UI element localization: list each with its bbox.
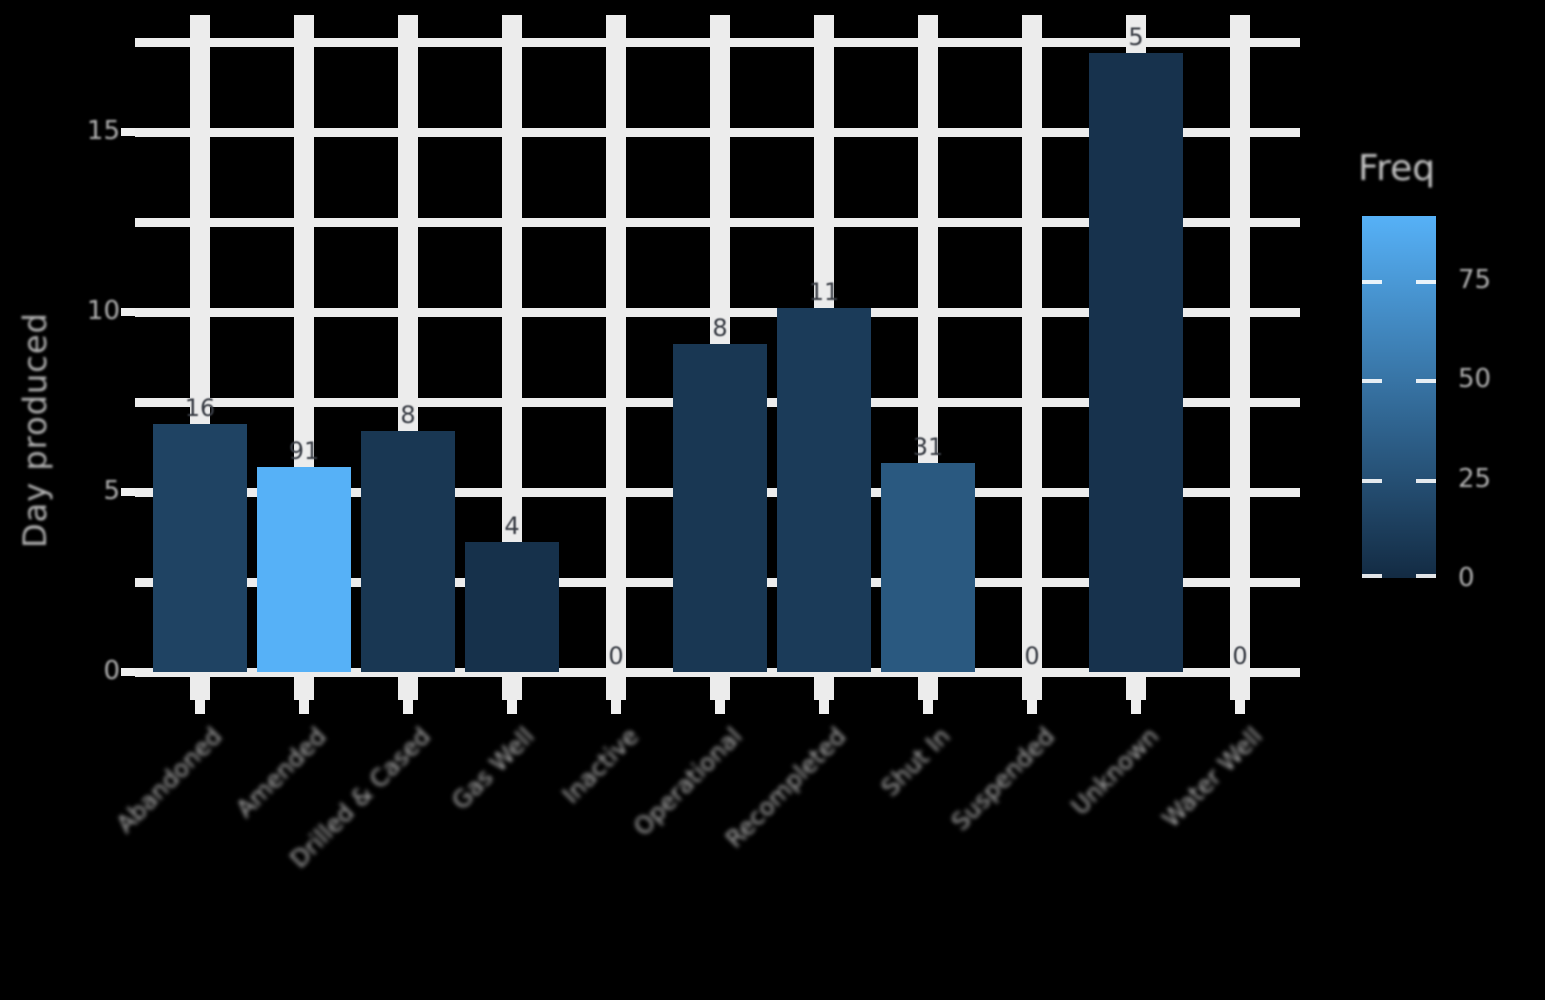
colorbar-tick-left [1362,379,1382,384]
x-axis-tick [1027,700,1037,714]
bar [361,430,455,672]
y-axis-tick [121,128,135,136]
grid-line-vertical [606,15,626,700]
x-axis-tick [195,700,205,714]
bar-value-label: 8 [400,400,416,429]
bar-value-label: 0 [1232,642,1248,670]
colorbar-tick-left [1362,478,1382,483]
bar [1089,52,1183,672]
bar-value-label: 4 [504,512,520,541]
x-tick-label: Shut In [875,722,956,802]
y-tick-label: 0 [103,656,120,686]
y-axis-title: Day produced [16,312,54,548]
colorbar-tick-right [1416,279,1436,284]
colorbar-tick-right [1416,574,1436,578]
x-axis-tick [923,700,933,714]
y-axis-tick [121,668,135,676]
x-axis-tick [819,700,829,714]
bar [257,466,351,672]
legend-title: Freq [1358,148,1436,189]
bar [153,423,247,672]
y-tick-label: 15 [86,116,120,146]
colorbar-tick-right [1416,379,1436,384]
bar-value-label: 0 [1024,642,1040,670]
y-axis-tick [121,308,135,316]
bar-value-label: 16 [184,393,216,422]
bar-value-label: 8 [712,314,728,343]
bar [881,463,975,672]
x-axis-tick [507,700,517,714]
grid-line-vertical [1022,15,1042,700]
x-tick-label: Water Well [1156,722,1268,834]
x-tick-label: Gas Well [446,722,540,816]
grid-line-vertical [502,15,522,700]
legend-tick-label: 75 [1458,264,1492,295]
colorbar-tick-left [1362,574,1382,578]
x-tick-label: Suspended [945,722,1060,837]
bar [673,344,767,672]
bar-value-label: 0 [608,642,624,670]
x-axis-tick [715,700,725,714]
grid-line-vertical [1230,15,1250,700]
bar [465,542,559,672]
bar-value-label: 5 [1128,22,1144,51]
legend-tick-label: 50 [1458,364,1492,395]
x-axis-tick [1235,700,1245,714]
x-axis-tick [1131,700,1141,714]
x-tick-label: Amended [230,722,332,824]
y-tick-label: 5 [103,476,120,506]
legend-tick-label: 0 [1458,563,1475,593]
x-tick-label: Inactive [556,722,644,810]
bar-value-label: 11 [808,278,840,307]
bar-value-label: 91 [288,436,320,465]
x-tick-label: Abandoned [111,722,228,839]
x-tick-label: Unknown [1065,722,1164,821]
colorbar-tick-right [1416,478,1436,483]
x-axis-tick [611,700,621,714]
colorbar-tick-left [1362,279,1382,284]
legend-colorbar [1362,216,1436,578]
x-axis-tick [299,700,309,714]
bar [777,308,871,672]
y-tick-label: 10 [86,296,120,326]
bar-value-label: 31 [912,433,944,462]
x-axis-tick [403,700,413,714]
legend-tick-label: 25 [1458,463,1492,494]
y-axis-tick [121,488,135,496]
